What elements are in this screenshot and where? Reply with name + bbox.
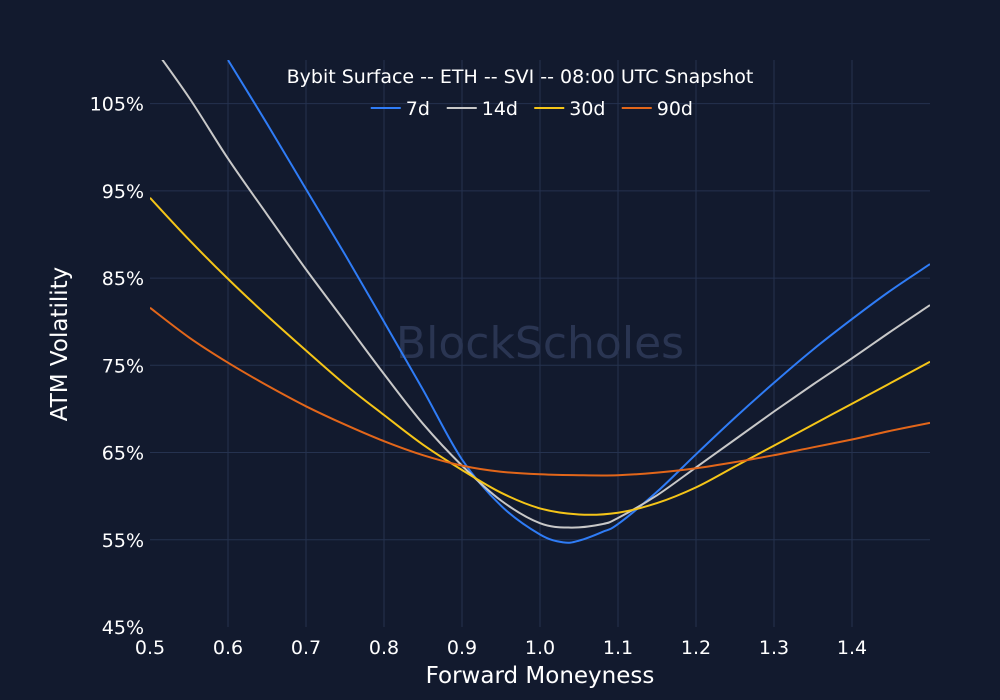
x-tick-label: 1.4 <box>837 637 867 659</box>
x-tick-label: 1.2 <box>681 637 711 659</box>
legend-item-30d[interactable]: 30d <box>534 98 606 120</box>
legend-label: 7d <box>406 98 430 120</box>
y-tick-label: 105% <box>90 94 144 116</box>
x-tick-label: 0.6 <box>213 637 243 659</box>
series-line-30d <box>150 197 930 516</box>
x-axis-ticks: 0.5 0.6 0.7 0.8 0.9 1.0 1.1 1.2 1.3 1.4 <box>135 637 867 659</box>
grid-lines <box>150 60 930 627</box>
chart-title: Bybit Surface -- ETH -- SVI -- 08:00 UTC… <box>287 66 754 88</box>
y-tick-label: 55% <box>102 530 144 552</box>
legend[interactable]: 7d 14d 30d 90d <box>370 98 693 120</box>
series-line-14d <box>161 60 930 529</box>
x-tick-label: 1.3 <box>759 637 789 659</box>
watermark-text: BlockScholes <box>396 318 684 369</box>
y-axis-title: ATM Volatility <box>47 267 73 421</box>
x-tick-label: 0.9 <box>447 637 477 659</box>
x-tick-label: 0.5 <box>135 637 165 659</box>
x-tick-label: 1.1 <box>603 637 633 659</box>
legend-label: 90d <box>657 98 693 120</box>
y-axis-ticks: 45% 55% 65% 75% 85% 95% 105% <box>90 94 144 639</box>
x-tick-label: 1.0 <box>525 637 555 659</box>
y-tick-label: 45% <box>102 617 144 639</box>
legend-label: 30d <box>569 98 605 120</box>
y-tick-label: 85% <box>102 268 144 290</box>
series-line-7d <box>227 60 930 544</box>
y-tick-label: 75% <box>102 355 144 377</box>
legend-item-7d[interactable]: 7d <box>370 98 430 120</box>
legend-item-90d[interactable]: 90d <box>621 98 693 120</box>
y-tick-label: 65% <box>102 443 144 465</box>
series-line-90d <box>150 306 930 477</box>
y-tick-label: 95% <box>102 181 144 203</box>
legend-item-14d[interactable]: 14d <box>446 98 518 120</box>
x-tick-label: 0.8 <box>369 637 399 659</box>
legend-label: 14d <box>482 98 518 120</box>
x-tick-label: 0.7 <box>291 637 321 659</box>
x-axis-title: Forward Moneyness <box>426 663 655 689</box>
series-lines <box>150 60 930 544</box>
